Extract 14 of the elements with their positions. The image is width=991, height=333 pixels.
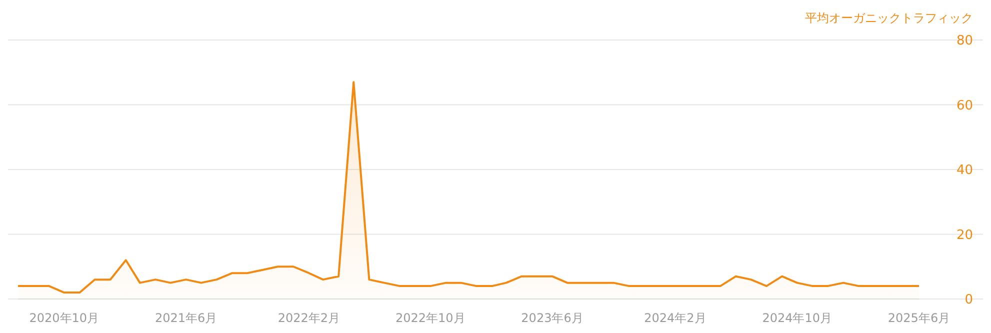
- x-tick-label: 2024年2月: [644, 311, 706, 325]
- x-tick-label: 2021年6月: [154, 311, 218, 325]
- y-tick-label: 0: [964, 292, 973, 308]
- x-tick-label: 2023年6月: [521, 311, 584, 325]
- y-tick-label: 20: [956, 228, 973, 243]
- y-tick-label: 80: [956, 34, 973, 49]
- y-axis-title: 平均オーガニックトラフィック: [805, 11, 973, 25]
- y-tick-label: 40: [956, 163, 973, 178]
- x-tick-label: 2020年10月: [29, 311, 100, 325]
- x-tick-label: 2022年2月: [278, 311, 340, 325]
- x-tick-label: 2024年10月: [762, 311, 832, 325]
- x-tick-label: 2025年6月: [888, 311, 950, 325]
- x-tick-label: 2022年10月: [395, 311, 466, 325]
- y-tick-label: 60: [956, 98, 973, 114]
